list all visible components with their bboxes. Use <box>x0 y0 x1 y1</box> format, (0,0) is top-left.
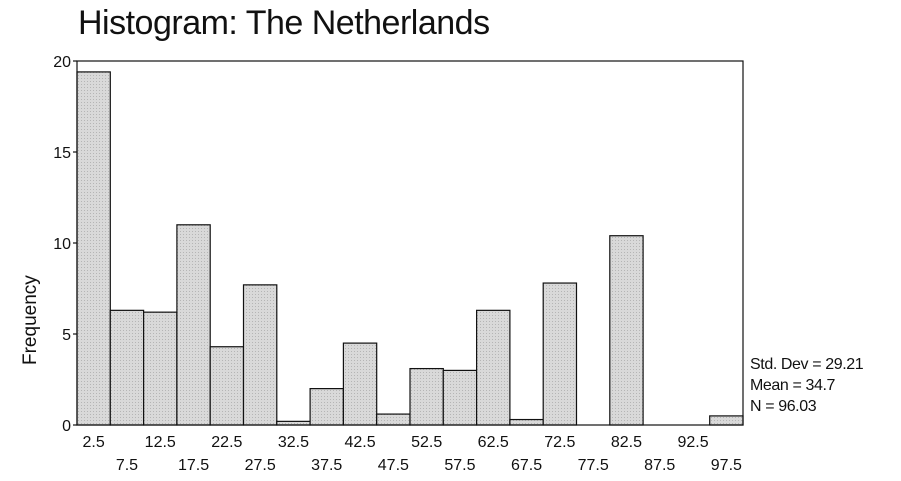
mean-label: Mean = 34.7 <box>750 377 835 394</box>
x-tick-label-2.5: 2.5 <box>83 434 105 451</box>
summary-statistics: Std. Dev = 29.21 Mean = 34.7 N = 96.03 <box>750 354 864 417</box>
bar-47.5 <box>376 413 411 426</box>
x-tick-label-37.5: 37.5 <box>311 457 342 474</box>
x-tick-label-42.5: 42.5 <box>344 434 375 451</box>
x-tick-label-52.5: 52.5 <box>411 434 442 451</box>
bars-layer <box>76 71 744 426</box>
x-tick-label-67.5: 67.5 <box>511 457 542 474</box>
n-label: N = 96.03 <box>750 398 817 415</box>
x-tick-label-62.5: 62.5 <box>478 434 509 451</box>
x-tick-label-87.5: 87.5 <box>644 457 675 474</box>
std-dev-label: Std. Dev = 29.21 <box>750 356 864 373</box>
y-tick-label-15: 15 <box>53 145 71 162</box>
y-tick-label-20: 20 <box>53 54 71 71</box>
x-tick-label-12.5: 12.5 <box>145 434 176 451</box>
y-tick-label-0: 0 <box>62 418 71 435</box>
bar-12.5 <box>143 311 178 426</box>
x-tick-label-97.5: 97.5 <box>711 457 742 474</box>
y-tick-label-5: 5 <box>62 327 71 344</box>
x-tick-label-32.5: 32.5 <box>278 434 309 451</box>
bar-52.5 <box>409 367 444 426</box>
bar-2.5 <box>76 71 111 426</box>
x-tick-label-47.5: 47.5 <box>378 457 409 474</box>
bar-72.5 <box>542 282 578 426</box>
x-tick-label-7.5: 7.5 <box>116 457 138 474</box>
bar-37.5 <box>309 388 345 426</box>
bar-82.5 <box>609 235 644 426</box>
bar-7.5 <box>109 309 145 426</box>
x-tick-label-82.5: 82.5 <box>611 434 642 451</box>
y-tick-label-10: 10 <box>53 236 71 253</box>
x-tick-label-17.5: 17.5 <box>178 457 209 474</box>
axis-layer: 0 5 10 15 20 2.5 7.5 12.517.522.527.532.537.542… <box>53 54 742 474</box>
bar-42.5 <box>342 342 378 426</box>
x-tick-label-22.5: 22.5 <box>211 434 242 451</box>
bar-97.5 <box>709 415 744 426</box>
bar-22.5 <box>209 346 245 426</box>
x-tick-label-57.5: 57.5 <box>444 457 475 474</box>
bar-27.5 <box>242 284 278 426</box>
bar-17.5 <box>176 224 211 426</box>
bar-57.5 <box>442 369 478 426</box>
x-tick-label-92.5: 92.5 <box>677 434 708 451</box>
bar-67.5 <box>509 418 544 426</box>
x-tick-label-72.5: 72.5 <box>544 434 575 451</box>
chart-title: Histogram: The Netherlands <box>78 4 490 42</box>
x-tick-label-27.5: 27.5 <box>245 457 276 474</box>
x-tick-label-77.5: 77.5 <box>578 457 609 474</box>
bar-62.5 <box>476 309 511 426</box>
